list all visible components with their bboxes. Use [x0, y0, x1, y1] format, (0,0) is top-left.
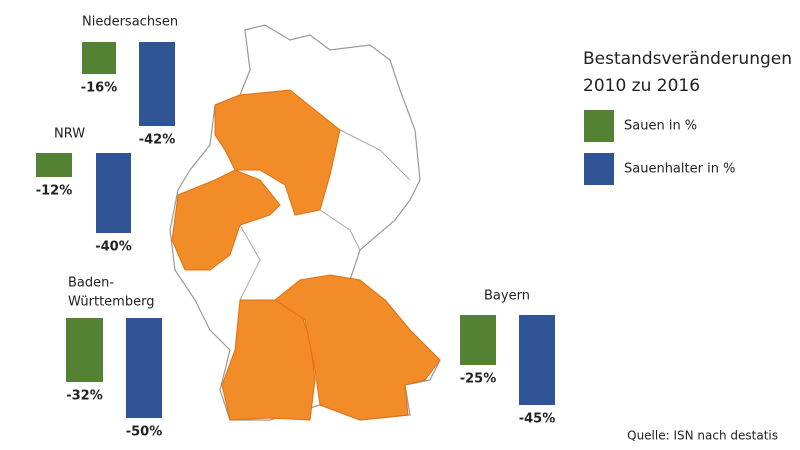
bar: [96, 153, 131, 233]
state-border: [319, 209, 361, 251]
panel-title: NRW: [54, 127, 85, 142]
bar: [139, 42, 175, 126]
legend-label: Sauenhalter in %: [624, 162, 735, 177]
bar: [66, 318, 103, 382]
panel-title: Niedersachsen: [82, 15, 178, 30]
value-label: -32%: [66, 389, 103, 404]
value-label: -45%: [519, 412, 556, 427]
source: Quelle: ISN nach destatis: [627, 429, 778, 443]
bar: [519, 315, 555, 405]
map: [169, 24, 441, 421]
region-nrw: [171, 169, 281, 271]
state-border: [339, 129, 411, 181]
legend-swatch: [584, 153, 614, 185]
legend-title: Bestandsveränderungen: [583, 49, 792, 69]
value-label: -50%: [126, 425, 163, 440]
region-niedersachsen: [214, 89, 341, 216]
panel-title: Württemberg: [68, 295, 154, 310]
value-label: -42%: [139, 133, 176, 148]
legend-label: Sauen in %: [624, 119, 697, 134]
panel-title: Baden-: [68, 276, 114, 291]
bar: [36, 153, 72, 177]
region-bayern: [274, 274, 441, 421]
value-label: -25%: [460, 372, 497, 387]
legend-title: 2010 zu 2016: [583, 76, 700, 96]
bar: [126, 318, 162, 418]
value-label: -40%: [95, 240, 132, 255]
value-label: -12%: [36, 184, 73, 199]
legend-swatch: [584, 110, 614, 142]
value-label: -16%: [81, 81, 118, 96]
state-border: [239, 224, 261, 301]
panel-title: Bayern: [484, 289, 530, 304]
bar: [460, 315, 496, 365]
bar: [82, 42, 116, 74]
